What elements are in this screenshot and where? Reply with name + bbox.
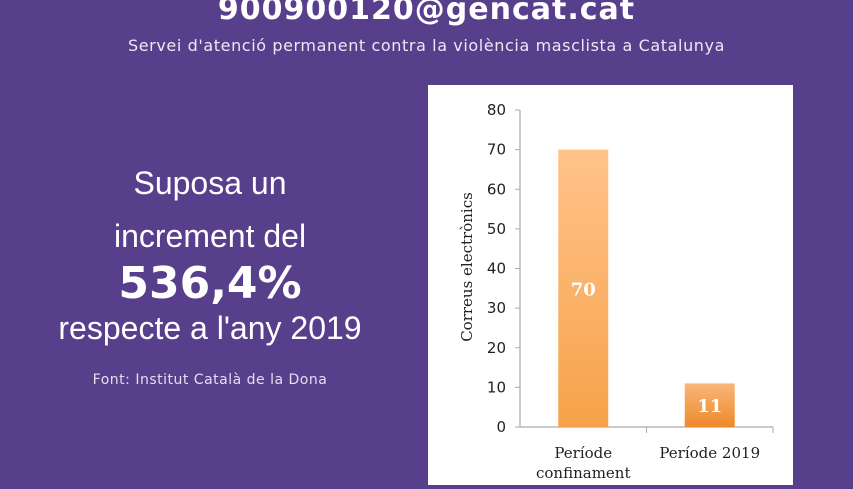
x-category-label: Període 2019 [659,444,760,462]
y-tick-label: 20 [487,339,506,357]
source-note: Font: Institut Català de la Dona [92,372,328,388]
y-tick-label: 0 [496,418,506,436]
y-tick-label: 30 [487,299,506,317]
chart-axes: 0 10 20 30 40 50 60 70 80 Període confinament Perío… [487,101,774,482]
email-heading: 900900120@gencat.cat [217,0,636,27]
bar [684,383,735,427]
bar-value-label: 70 [571,279,596,300]
y-tick-label: 10 [487,378,506,396]
x-category-label: Període [554,444,612,462]
chart-panel: 0 10 20 30 40 50 60 70 80 Període confinament Perío… [428,85,793,485]
y-tick-label: 60 [487,180,506,198]
bar-chart: 0 10 20 30 40 50 60 70 80 Període confinament Perío… [458,101,774,482]
y-tick-label: 80 [487,101,506,119]
bar [558,149,609,427]
y-axis-label: Correus electrònics [458,192,476,342]
statement-line-2: increment del [113,218,307,254]
y-tick-label: 40 [487,260,506,278]
chart-bars: 70 11 [558,149,735,427]
increase-percentage: 536,4% [118,258,302,309]
x-category-label: confinament [536,464,631,482]
bar-value-label: 11 [697,396,722,417]
service-subtitle: Servei d'atenció permanent contra la vio… [127,36,726,55]
y-tick-label: 70 [487,141,506,159]
statement-line-4: respecte a l'any 2019 [58,310,362,346]
statement-line-1: Suposa un [133,165,287,201]
y-tick-label: 50 [487,220,506,238]
